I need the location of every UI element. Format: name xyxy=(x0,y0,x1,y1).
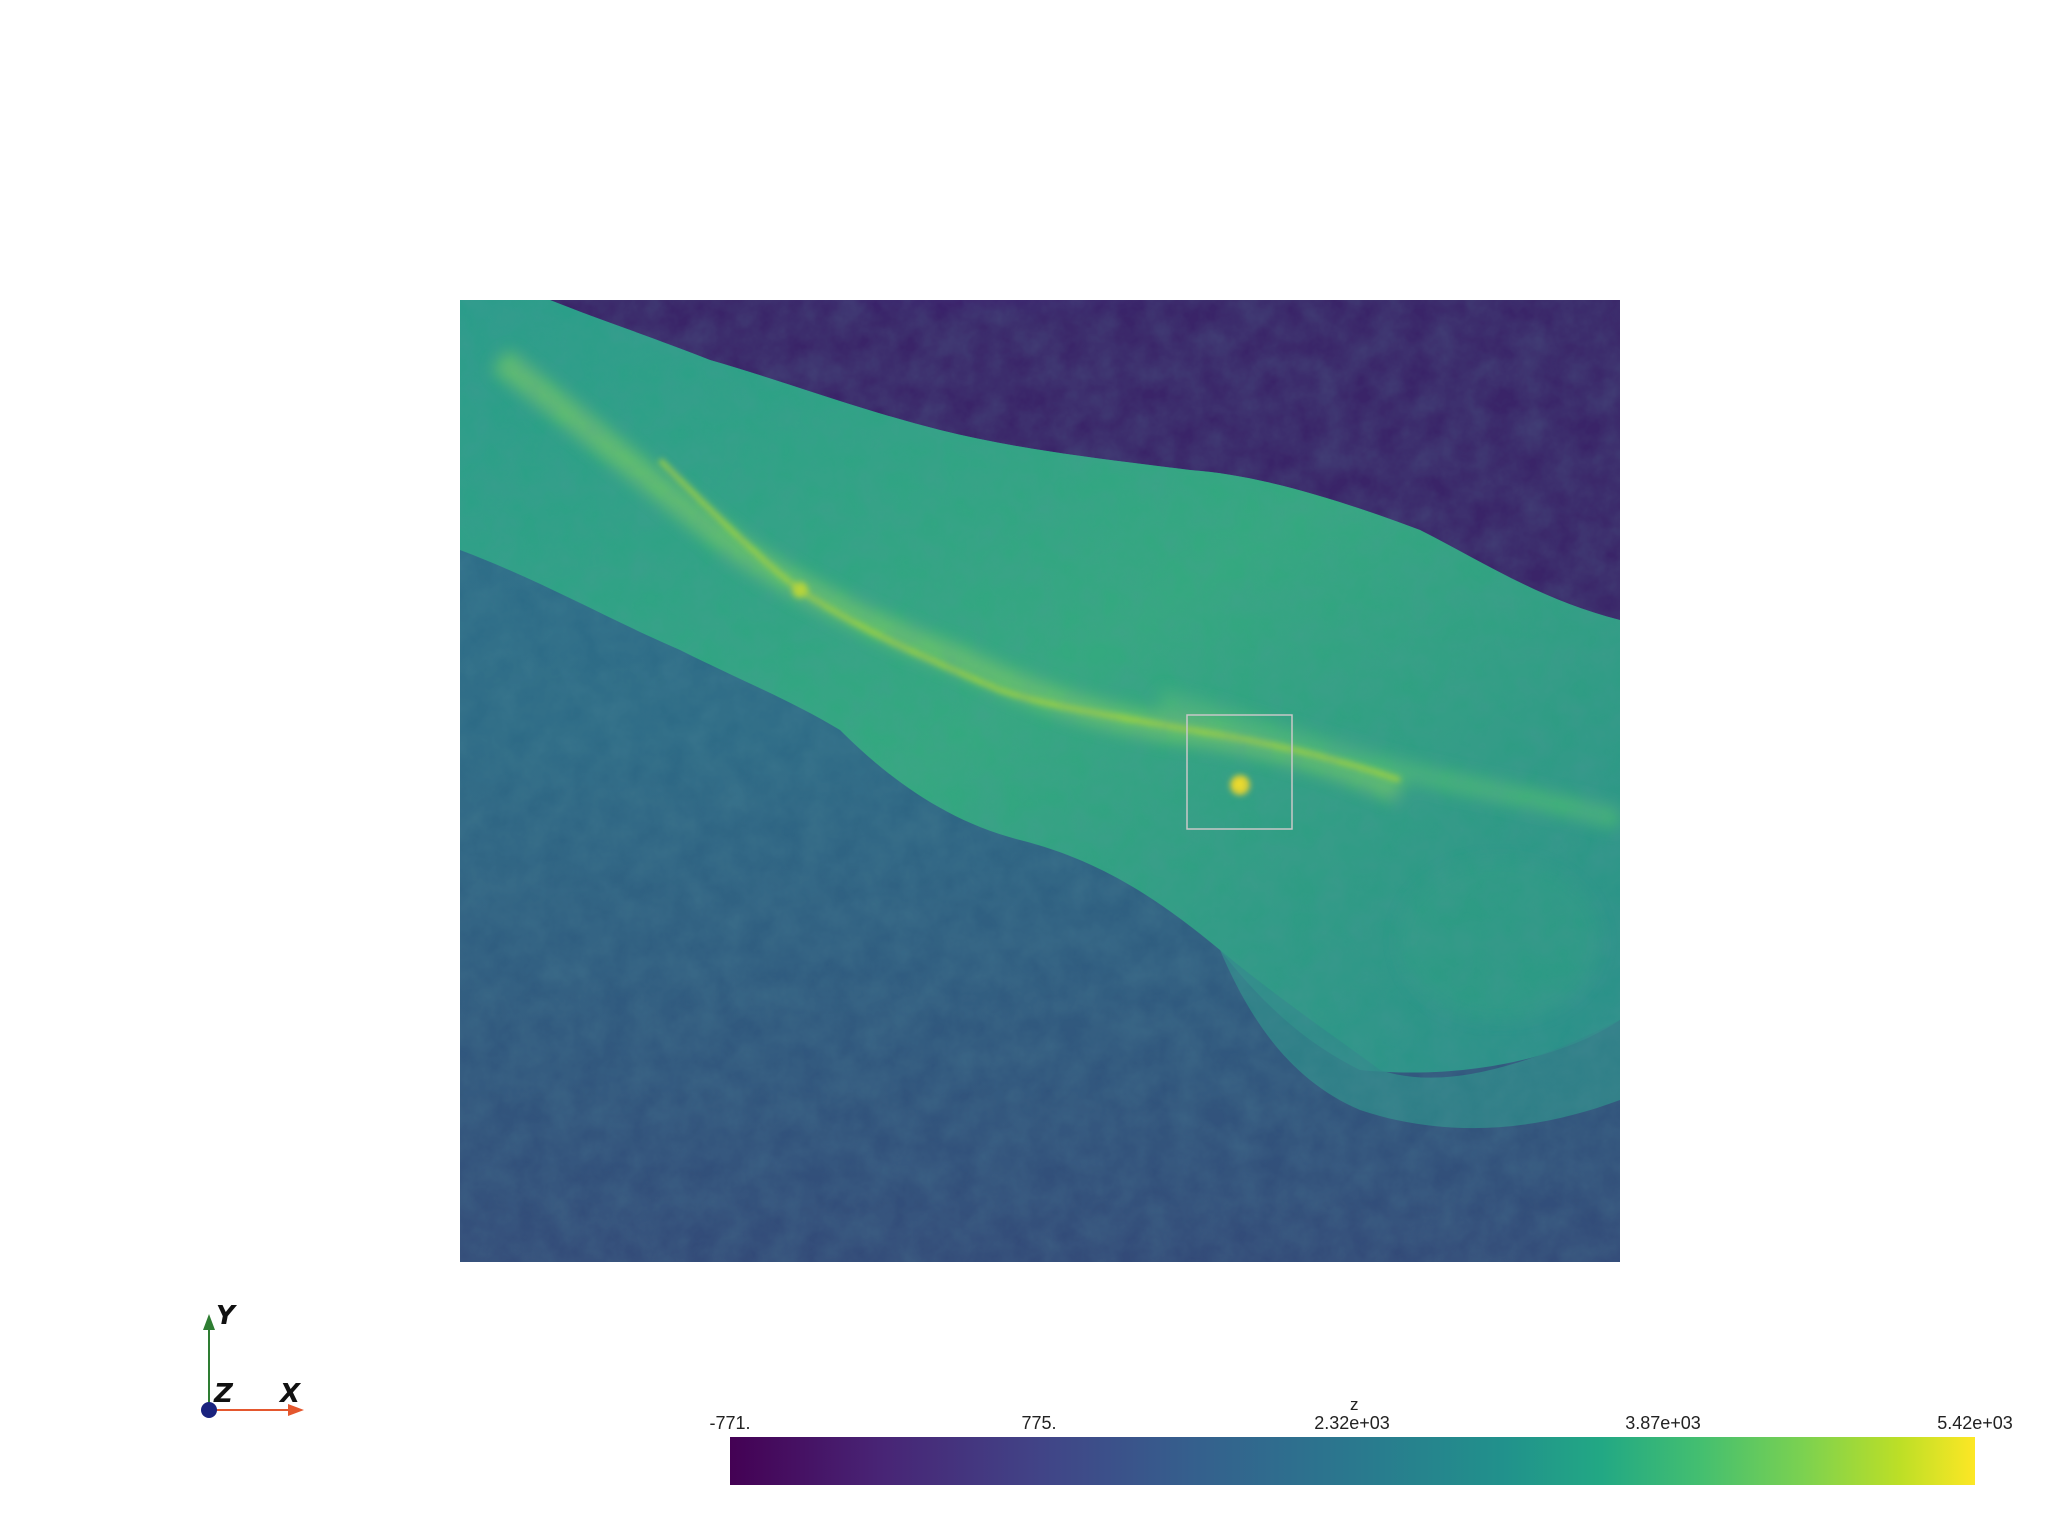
y-axis-arrow xyxy=(203,1314,215,1330)
x-axis-arrow xyxy=(288,1404,304,1416)
terrain-surface[interactable] xyxy=(460,300,1620,1262)
selection-box[interactable] xyxy=(1186,714,1293,830)
colorbar-tick-3: 3.87e+03 xyxy=(1625,1413,1701,1433)
colorbar-tick-1: 775. xyxy=(1021,1413,1057,1433)
colorbar-tick-2: 2.32e+03 xyxy=(1314,1413,1390,1433)
scalar-colorbar: z -771. 775. 2.32e+03 3.87e+03 5.42e+03 xyxy=(700,1395,2030,1495)
terrain-texture xyxy=(460,300,1620,1262)
colorbar-tick-4: 5.42e+03 xyxy=(1937,1413,2013,1433)
z-axis-dot xyxy=(201,1402,217,1418)
x-axis-label: X xyxy=(278,1379,302,1409)
orientation-axes: Y Z X xyxy=(201,1301,304,1418)
z-axis-label: Z xyxy=(213,1379,234,1409)
colorbar-gradient xyxy=(730,1437,1975,1485)
colorbar-tick-0: -771. xyxy=(709,1413,751,1433)
y-axis-label: Y xyxy=(216,1301,238,1331)
colorbar-title: z xyxy=(1350,1395,1359,1414)
